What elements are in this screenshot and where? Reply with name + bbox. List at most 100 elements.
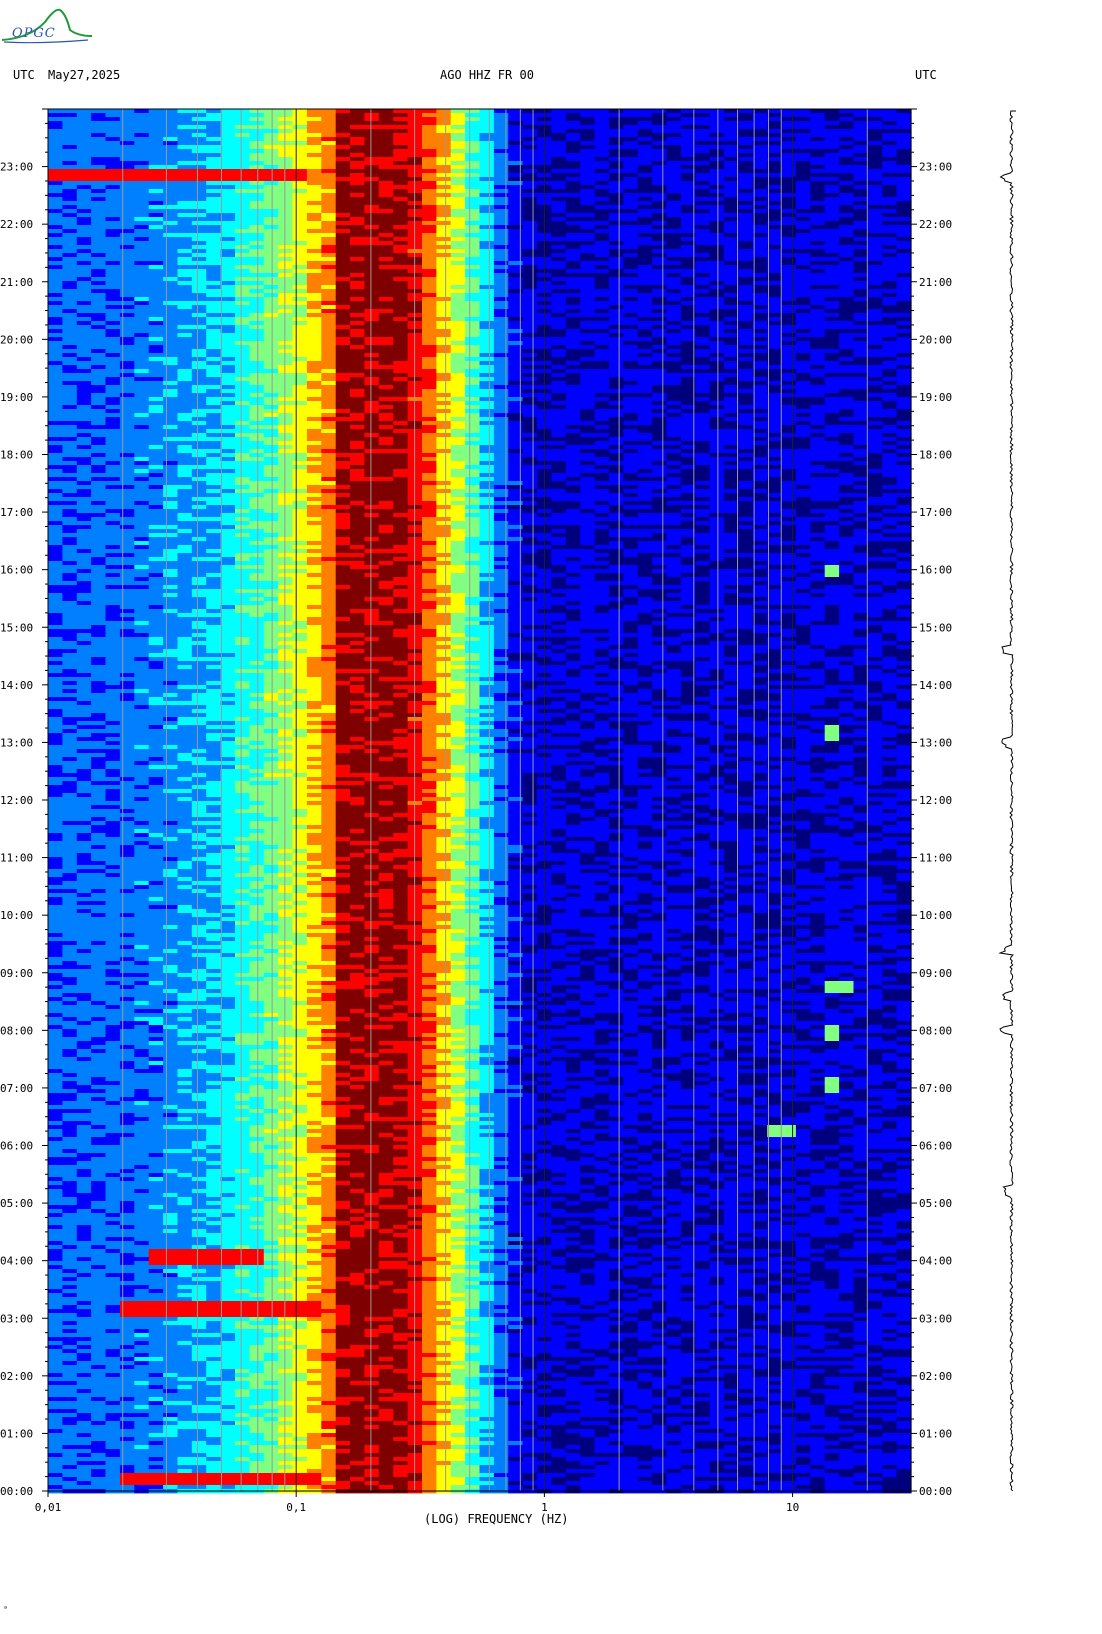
spectrogram-cell (220, 257, 236, 262)
spectrogram-cell (522, 141, 538, 146)
spectrogram-cell (321, 421, 337, 426)
spectrogram-cell (436, 189, 452, 194)
spectrogram-cell (163, 321, 179, 326)
spectrogram-cell (882, 217, 898, 222)
spectrogram-cell (134, 337, 150, 342)
spectrogram-cell (163, 197, 179, 202)
spectrogram-cell (119, 361, 135, 366)
spectrogram-cell (637, 433, 653, 438)
spectrogram-cell (393, 149, 409, 154)
spectrogram-cell (206, 245, 222, 250)
spectrogram-cell (206, 377, 222, 382)
spectrogram-cell (191, 233, 207, 238)
spectrogram-cell (76, 121, 92, 126)
spectrogram-cell (206, 365, 222, 370)
spectrogram-cell (378, 417, 394, 422)
spectrogram-cell (709, 109, 725, 114)
spectrogram-cell (738, 161, 754, 166)
spectrogram-cell (119, 221, 135, 226)
spectrogram-cell (350, 273, 365, 278)
spectrogram-cell (378, 213, 394, 218)
spectrogram-cell (795, 117, 811, 122)
spectrogram-cell (422, 129, 437, 134)
spectrogram-cell (278, 121, 294, 126)
spectrogram-cell (738, 385, 754, 390)
spectrogram-cell (134, 281, 150, 286)
spectrogram-cell (752, 277, 768, 282)
spectrogram-cell (882, 381, 898, 386)
spectrogram-cell (781, 109, 797, 114)
spectrogram-cell (191, 261, 207, 266)
spectrogram-cell (767, 273, 783, 278)
spectrogram-cell (393, 429, 409, 434)
spectrogram-cell (48, 333, 63, 338)
spectrogram-cell (824, 269, 840, 274)
spectrogram-cell (781, 129, 797, 134)
spectrogram-cell (493, 145, 509, 150)
spectrogram-cell (767, 361, 783, 366)
spectrogram-cell (148, 237, 164, 242)
spectrogram-cell (666, 133, 682, 138)
spectrogram-cell (594, 165, 610, 170)
spectrogram-cell (91, 153, 107, 158)
spectrogram-cell (853, 337, 869, 342)
spectrogram-cell (119, 293, 135, 298)
spectrogram-cell (867, 425, 883, 430)
spectrogram-cell (306, 193, 322, 198)
spectrogram-cell (48, 433, 63, 438)
spectrogram-cell (465, 233, 481, 238)
spectrogram-cell (422, 281, 437, 286)
spectrogram-cell (335, 241, 351, 246)
spectrogram-cell (810, 381, 826, 386)
spectrogram-cell (306, 309, 322, 314)
spectrogram-cell (853, 133, 869, 138)
spectrogram-cell (148, 417, 164, 422)
spectrogram-cell (738, 201, 754, 206)
spectrogram-cell (479, 385, 495, 390)
spectrogram-cell (853, 377, 869, 382)
spectrogram-cell (623, 109, 639, 114)
spectrogram-cell (364, 125, 380, 130)
spectrogram-cell (436, 325, 452, 330)
spectrogram-cell (493, 201, 509, 206)
spectrogram-cell (853, 345, 869, 350)
spectrogram-cell (220, 345, 236, 350)
spectrogram-cell (738, 245, 754, 250)
spectrogram-cell (652, 341, 668, 346)
spectrogram-cell (335, 361, 351, 366)
spectrogram-cell (191, 245, 207, 250)
spectrogram-cell (781, 421, 797, 426)
spectrogram-cell (867, 185, 883, 190)
spectrogram-cell (91, 181, 107, 186)
spectrogram-cell (163, 257, 179, 262)
spectrogram-cell (350, 145, 365, 150)
spectrogram-cell (422, 245, 437, 250)
spectrogram-cell (62, 125, 78, 130)
spectrogram-cell (839, 269, 855, 274)
spectrogram-cell (652, 297, 668, 302)
spectrogram-cell (493, 185, 509, 190)
spectrogram-cell (220, 121, 236, 126)
spectrogram-cell (637, 385, 653, 390)
spectrogram-cell (350, 237, 365, 242)
spectrogram-cell (882, 109, 898, 114)
spectrogram-cell (824, 201, 840, 206)
spectrogram-cell (810, 261, 826, 266)
spectrogram-cell (134, 297, 150, 302)
spectrogram-cell (292, 345, 308, 350)
spectrogram-cell (824, 405, 840, 410)
spectrogram-cell (522, 205, 538, 210)
spectrogram-cell (767, 437, 783, 442)
spectrogram-cell (781, 361, 797, 366)
spectrogram-cell (479, 269, 495, 274)
spectrogram-cell (235, 245, 250, 250)
spectrogram-cell (882, 125, 898, 130)
spectrogram-cell (767, 393, 783, 398)
spectrogram-cell (321, 277, 337, 282)
spectrogram-cell (824, 377, 840, 382)
spectrogram-cell (680, 213, 696, 218)
spectrogram-cell (335, 189, 351, 194)
spectrogram-cell (882, 305, 898, 310)
spectrogram-cell (853, 349, 869, 354)
spectrogram-cell (105, 221, 121, 226)
